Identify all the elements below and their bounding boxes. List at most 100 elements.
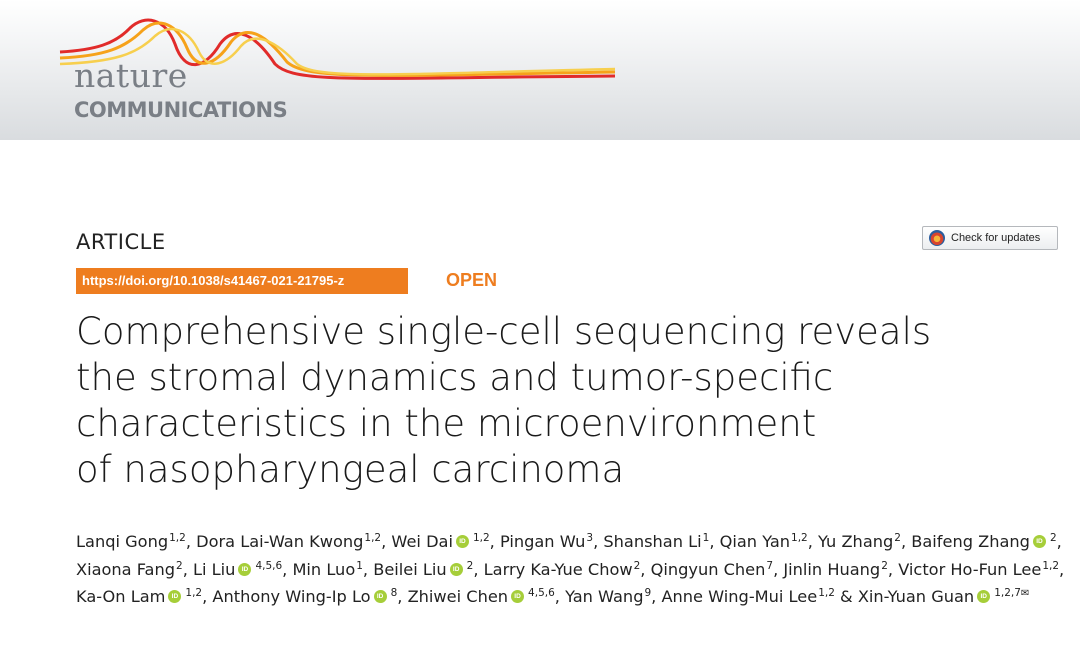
author-affiliation: 1: [702, 532, 710, 544]
author-entry[interactable]: Min Luo1: [292, 560, 362, 579]
author-name[interactable]: Xin-Yuan Guan: [857, 587, 975, 606]
author-affiliation: 7: [766, 559, 774, 572]
author-entry[interactable]: Larry Ka-Yue Chow2: [484, 560, 641, 579]
orcid-icon[interactable]: [511, 590, 525, 603]
author-separator: ,: [709, 532, 720, 551]
author-affiliation: 2: [881, 559, 888, 572]
title-line: characteristics in the microenvironment: [76, 402, 817, 445]
check-for-updates-button[interactable]: Check for updates: [922, 226, 1058, 250]
orcid-icon[interactable]: [449, 562, 463, 576]
author-affiliation: 1,2: [1042, 559, 1060, 572]
title-line: the stromal dynamics and tumor-specific: [76, 356, 834, 399]
title-line: of nasopharyngeal carcinoma: [76, 448, 625, 491]
orcid-icon[interactable]: [1032, 535, 1046, 548]
author-name[interactable]: Pingan Wu: [499, 532, 586, 551]
author-name[interactable]: Victor Ho-Fun Lee: [898, 559, 1042, 579]
author-affiliation: 8: [390, 587, 398, 599]
author-name[interactable]: Anne Wing-Mui Lee: [661, 587, 818, 606]
author-entry[interactable]: Wei Dai 1,2: [391, 532, 489, 551]
author-entry[interactable]: Dora Lai-Wan Kwong1,2: [196, 532, 381, 551]
author-entry[interactable]: Jinlin Huang2: [783, 560, 888, 579]
author-name[interactable]: Dora Lai-Wan Kwong: [196, 532, 364, 551]
author-separator: ,: [362, 559, 374, 579]
journal-banner: nature COMMUNICATIONS: [0, 0, 1080, 140]
author-affiliation: 2: [633, 559, 641, 572]
author-name[interactable]: Larry Ka-Yue Chow: [483, 559, 633, 579]
author-entry[interactable]: Zhiwei Chen 4,5,6: [408, 587, 555, 606]
author-separator: ,: [807, 532, 819, 551]
author-affiliation: 2: [1049, 532, 1057, 544]
envelope-icon[interactable]: ✉: [1020, 588, 1030, 599]
author-separator: ,: [554, 587, 566, 606]
author-name[interactable]: Jinlin Huang: [783, 559, 881, 579]
author-entry[interactable]: Xin-Yuan Guan 1,2,7✉: [858, 587, 1029, 606]
author-affiliation: 1,2: [364, 532, 382, 544]
author-name[interactable]: Yu Zhang: [818, 532, 894, 551]
author-affiliation: 3: [586, 532, 594, 544]
orcid-icon[interactable]: [977, 590, 991, 603]
orcid-icon[interactable]: [455, 535, 469, 548]
author-entry[interactable]: Xiaona Fang2: [76, 560, 183, 579]
author-name[interactable]: Lanqi Gong: [76, 532, 169, 551]
author-separator: ,: [185, 532, 197, 551]
author-name[interactable]: Beilei Liu: [373, 559, 447, 579]
author-entry[interactable]: Yu Zhang2: [818, 532, 901, 551]
logo-nature-text: nature: [74, 56, 188, 95]
author-affiliation: 1,2,7✉: [994, 587, 1030, 599]
orcid-icon[interactable]: [238, 562, 252, 576]
author-affiliation: 1,2: [818, 587, 835, 599]
author-name[interactable]: Shanshan Li: [603, 532, 702, 551]
author-affiliation: 4,5,6: [255, 559, 283, 572]
orcid-icon[interactable]: [168, 590, 182, 603]
author-separator: ,: [651, 587, 662, 606]
author-separator: ,: [773, 559, 784, 579]
author-entry[interactable]: Baifeng Zhang 2: [911, 532, 1056, 551]
author-separator: ,: [182, 559, 193, 579]
author-name[interactable]: Yan Wang: [565, 587, 644, 606]
author-affiliation: 1,2: [185, 587, 203, 599]
author-entry[interactable]: Anthony Wing-Ip Lo 8: [212, 587, 397, 606]
author-entry[interactable]: Qian Yan1,2: [720, 532, 808, 551]
author-separator: ,: [202, 587, 213, 606]
logo-communications-text: COMMUNICATIONS: [74, 98, 288, 122]
article-type-label: ARTICLE: [76, 230, 166, 254]
author-name[interactable]: Xiaona Fang: [76, 559, 176, 579]
article-title: Comprehensive single-cell sequencing rev…: [76, 309, 1036, 493]
author-name[interactable]: Li Liu: [193, 559, 236, 579]
author-name[interactable]: Min Luo: [292, 559, 356, 579]
author-affiliation: 1,2: [791, 532, 808, 544]
crossmark-icon: [929, 230, 945, 246]
author-separator: ,: [640, 559, 651, 579]
author-entry[interactable]: Lanqi Gong1,2: [76, 532, 186, 551]
author-name[interactable]: Ka-On Lam: [76, 587, 166, 606]
author-entry[interactable]: Li Liu 4,5,6: [193, 560, 282, 579]
author-name[interactable]: Qingyun Chen: [650, 559, 766, 579]
nature-wave-logo-icon: [59, 18, 615, 80]
author-entry[interactable]: Ka-On Lam 1,2: [76, 587, 202, 606]
author-name[interactable]: Anthony Wing-Ip Lo: [212, 587, 371, 606]
author-entry[interactable]: Qingyun Chen7: [651, 560, 774, 579]
author-separator: ,: [473, 559, 484, 579]
author-affiliation: 1,2: [169, 532, 186, 544]
author-name[interactable]: Wei Dai: [391, 532, 453, 551]
author-entry[interactable]: Shanshan Li1: [603, 532, 709, 551]
doi-link[interactable]: https://doi.org/10.1038/s41467-021-21795…: [76, 268, 408, 294]
author-affiliation: 4,5,6: [528, 587, 555, 599]
author-affiliation: 1: [356, 559, 363, 572]
author-entry[interactable]: Beilei Liu 2: [373, 560, 473, 579]
check-for-updates-label: Check for updates: [951, 232, 1041, 244]
author-entry[interactable]: Pingan Wu3: [500, 532, 593, 551]
author-separator: ,: [887, 559, 899, 579]
author-entry[interactable]: Yan Wang9: [565, 587, 651, 606]
author-separator: ,: [381, 532, 392, 551]
author-separator: ,: [489, 532, 500, 551]
author-affiliation: 2: [466, 559, 474, 572]
author-affiliation: 1,2: [472, 532, 490, 544]
title-line: Comprehensive single-cell sequencing rev…: [76, 310, 932, 353]
author-entry[interactable]: Victor Ho-Fun Lee1,2: [898, 560, 1059, 579]
author-name[interactable]: Baifeng Zhang: [911, 532, 1030, 551]
orcid-icon[interactable]: [373, 590, 387, 603]
author-name[interactable]: Zhiwei Chen: [407, 587, 509, 606]
author-name[interactable]: Qian Yan: [719, 532, 791, 551]
author-entry[interactable]: Anne Wing-Mui Lee1,2: [661, 587, 834, 606]
